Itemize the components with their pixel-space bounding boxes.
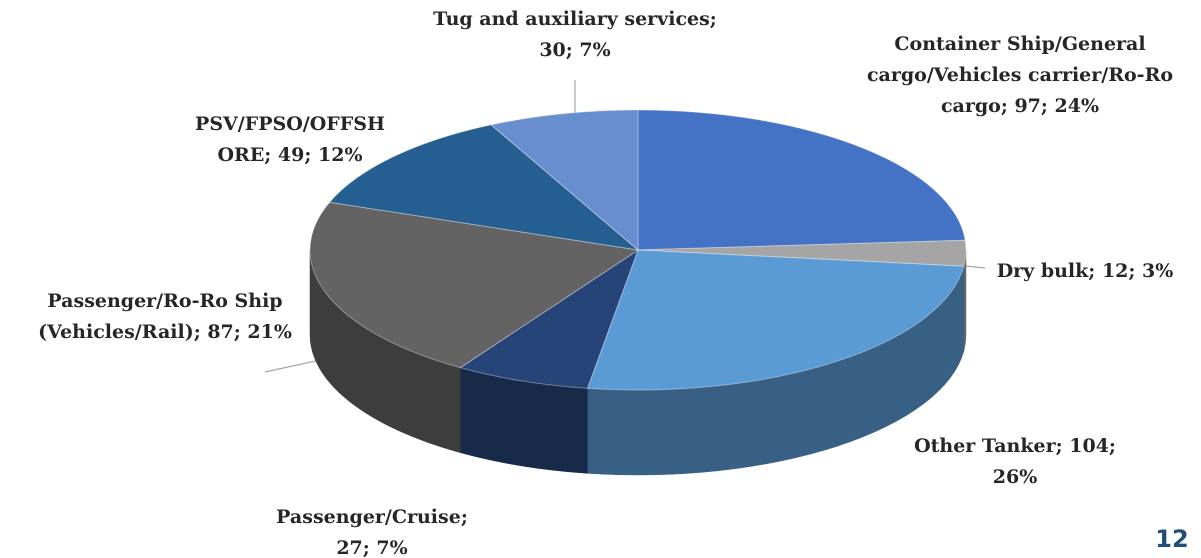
slice (328, 124, 640, 251)
data-label: cargo; 97; 24% (941, 95, 1099, 117)
data-label: Passenger/Cruise; (276, 506, 468, 528)
data-label: PSV/FPSO/OFFSH (195, 113, 385, 135)
data-label: Tug and auxiliary services; (433, 8, 717, 30)
data-label: Other Tanker; 104; (914, 435, 1116, 457)
leader-line (264, 359, 321, 373)
data-label: 30; 7% (539, 39, 610, 61)
page-number: 12 (1155, 525, 1188, 553)
data-label: 26% (993, 466, 1038, 488)
data-label: Container Ship/General (894, 33, 1145, 55)
data-label: ORE; 49; 12% (217, 144, 362, 166)
slice (309, 201, 640, 369)
slice (637, 239, 967, 267)
data-label: Dry bulk; 12; 3% (997, 260, 1174, 282)
data-label: cargo/Vehicles carrier/Ro-Ro (867, 64, 1173, 86)
data-label: (Vehicles/Rail); 87; 21% (38, 321, 292, 343)
data-label: 27; 7% (336, 537, 407, 558)
slice (459, 248, 639, 389)
data-label: Passenger/Ro-Ro Ship (47, 290, 282, 312)
slice (637, 109, 966, 251)
slice (586, 249, 965, 391)
slice (490, 109, 639, 252)
